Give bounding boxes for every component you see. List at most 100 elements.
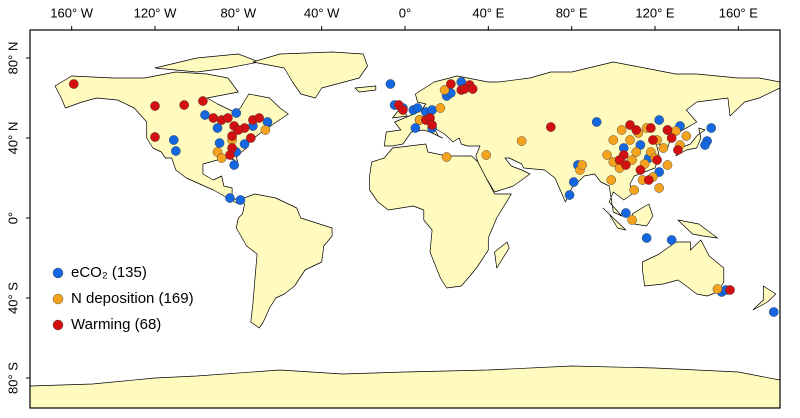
landmass — [252, 51, 368, 99]
site-point — [223, 113, 233, 123]
site-point — [439, 85, 450, 95]
x-tick-label: 160° E — [719, 5, 759, 20]
site-point — [673, 145, 683, 155]
site-point — [635, 165, 646, 175]
site-point — [546, 122, 556, 132]
site-point — [706, 123, 717, 133]
site-point — [225, 150, 235, 160]
site-point — [168, 135, 179, 145]
y-tick-label: 40° S — [5, 282, 20, 314]
landmass — [30, 365, 780, 408]
site-point — [227, 131, 237, 141]
site-point — [654, 183, 664, 193]
landmass — [752, 285, 777, 311]
site-point — [435, 103, 446, 113]
site-point — [641, 233, 652, 243]
x-tick-label: 80° E — [556, 5, 588, 20]
x-tick-label: 120° W — [134, 5, 178, 20]
site-point — [150, 101, 160, 111]
site-point — [441, 152, 452, 162]
site-point — [568, 177, 579, 187]
site-point — [725, 285, 735, 295]
site-point — [666, 133, 677, 143]
site-point — [631, 125, 642, 135]
site-point — [231, 108, 242, 118]
site-point — [235, 195, 246, 205]
site-point — [621, 208, 631, 218]
site-point — [625, 135, 635, 145]
site-point — [614, 155, 625, 165]
site-point — [643, 175, 654, 185]
legend-label: N deposition (169) — [71, 290, 194, 307]
site-point — [591, 117, 602, 127]
site-point — [233, 125, 244, 135]
site-point — [654, 115, 664, 125]
legend-label: eCO₂ (135) — [71, 264, 147, 281]
site-point — [700, 140, 710, 150]
site-point — [602, 150, 612, 160]
site-point — [459, 84, 470, 94]
points-layer — [68, 77, 779, 317]
site-point — [239, 139, 250, 149]
site-point — [608, 135, 619, 145]
y-tick-label: 40° N — [5, 122, 20, 155]
site-point — [260, 125, 271, 135]
site-point — [198, 96, 208, 106]
site-point — [652, 155, 662, 165]
site-point — [627, 215, 637, 225]
site-point — [212, 123, 223, 133]
site-point — [681, 131, 692, 141]
site-point — [516, 136, 527, 146]
site-point — [427, 105, 437, 115]
landmass — [677, 219, 718, 239]
site-point — [564, 190, 575, 200]
site-point — [398, 105, 408, 115]
site-point — [68, 79, 79, 89]
site-point — [631, 147, 642, 157]
x-tick-label: 80° W — [221, 5, 257, 20]
site-point — [662, 160, 673, 170]
site-point — [208, 113, 219, 123]
site-point — [179, 100, 189, 110]
site-point — [410, 123, 421, 133]
site-point — [216, 153, 227, 163]
y-tick-label: 80° N — [5, 42, 20, 75]
y-tick-label: 0° — [5, 212, 20, 224]
x-tick-label: 160° W — [50, 5, 94, 20]
site-point — [254, 113, 264, 123]
site-point — [214, 138, 225, 148]
site-point — [646, 123, 656, 133]
landmass — [383, 61, 780, 217]
x-tick-label: 40° E — [472, 5, 504, 20]
legend-marker — [52, 267, 64, 279]
site-point — [262, 117, 273, 127]
site-point — [666, 235, 677, 245]
site-point — [229, 160, 239, 170]
site-point — [225, 193, 235, 203]
landmass — [602, 207, 627, 231]
site-point — [171, 146, 181, 156]
site-point — [467, 84, 478, 94]
site-point — [427, 120, 437, 130]
site-point — [712, 284, 723, 294]
site-point — [768, 307, 779, 317]
landmass — [675, 127, 706, 157]
x-tick-label: 40° W — [304, 5, 340, 20]
site-point — [481, 150, 492, 160]
legend-marker — [52, 293, 64, 305]
site-point — [246, 133, 256, 143]
site-point — [662, 125, 673, 135]
legend-marker — [52, 319, 64, 331]
x-tick-label: 0° — [399, 5, 411, 20]
site-point — [385, 79, 396, 89]
site-point — [629, 185, 639, 195]
site-point — [616, 125, 627, 135]
site-point — [635, 140, 646, 150]
site-point — [606, 175, 617, 185]
site-point — [150, 132, 160, 142]
site-point — [648, 135, 658, 145]
legend-label: Warming (68) — [71, 316, 161, 333]
site-point — [446, 79, 456, 89]
site-point — [577, 160, 587, 170]
